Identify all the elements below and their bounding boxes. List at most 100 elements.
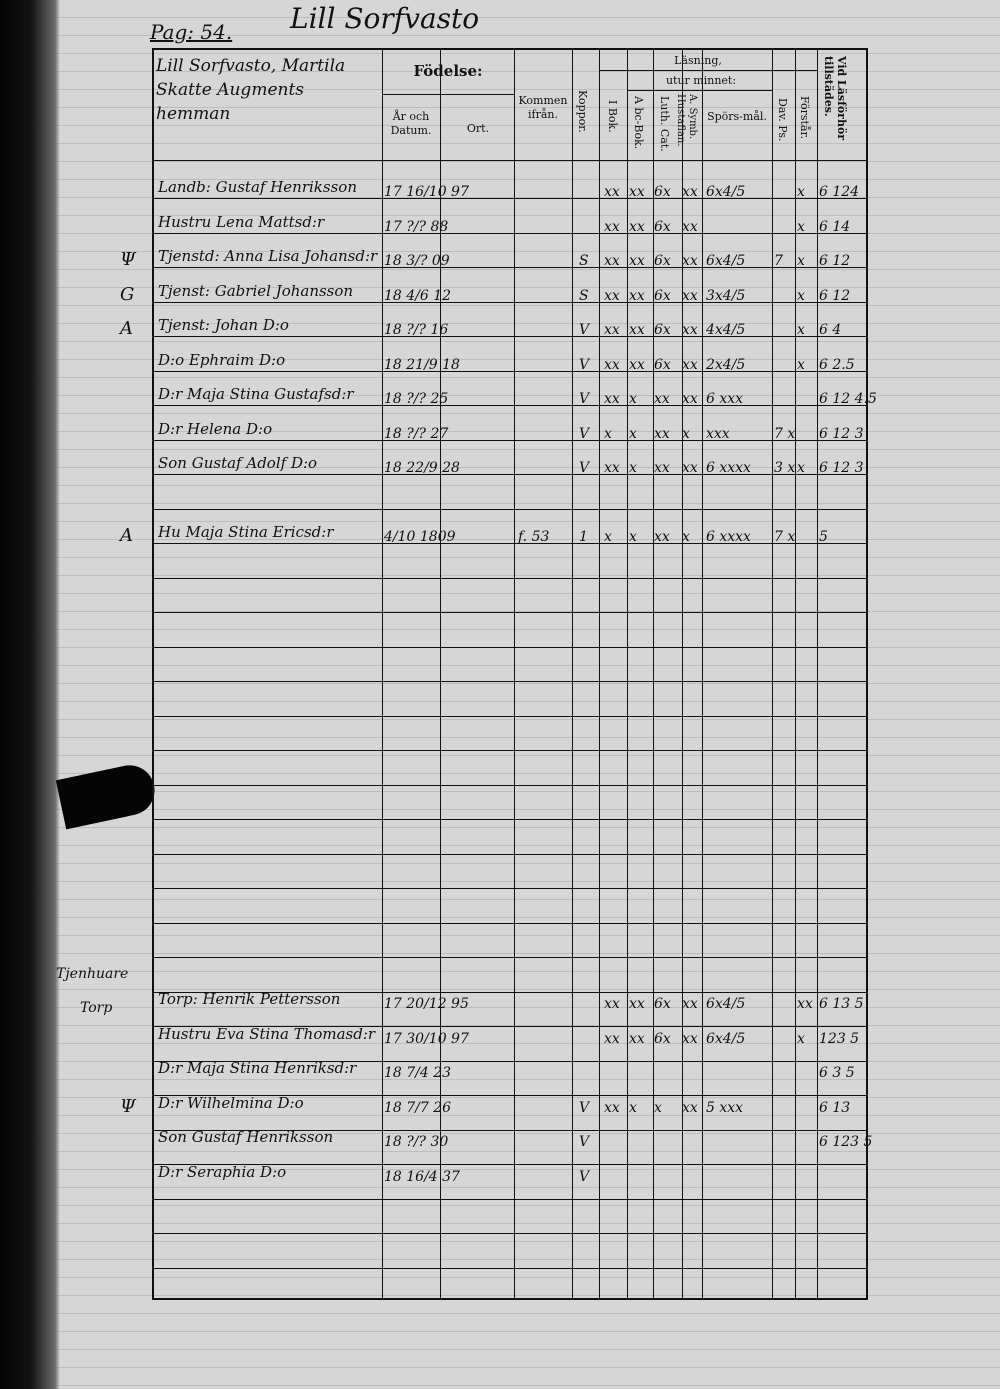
mark-symb: xx — [682, 218, 698, 235]
row-rule — [599, 70, 817, 71]
mark-koppor: V — [579, 1134, 590, 1150]
mark-forstar: x — [797, 322, 805, 338]
row-rule — [154, 1198, 866, 1200]
person-name: Son Gustaf Adolf D:o — [158, 454, 318, 472]
mark-koppor: V — [579, 322, 590, 338]
person-name: D:o Ephraim D:o — [158, 350, 286, 369]
person-name: Tjenst: Johan D:o — [158, 316, 289, 334]
mark-luth: 6x — [654, 356, 671, 373]
servants-label: Tjenhuare — [56, 966, 129, 982]
row-rule — [154, 819, 866, 820]
header-ort: Ort. — [466, 122, 490, 135]
person-name: Landb: Gustaf Henriksson — [158, 178, 357, 196]
village-heading: Lill Sorfvasto — [290, 2, 480, 35]
row-rule — [154, 232, 866, 234]
table-row: Landb: Gustaf Henriksson 17 16/10 97 xx xx 6… — [154, 178, 866, 212]
birth-date: 18 ?/? 27 — [384, 425, 449, 442]
mark-spors: xxx — [706, 425, 730, 442]
mark-i-bok: x — [604, 529, 612, 545]
row-rule — [154, 336, 866, 337]
table-row — [154, 489, 866, 523]
mark-koppor: S — [579, 253, 589, 269]
row-rule — [154, 715, 866, 717]
mark-luth: xx — [654, 425, 670, 442]
row-rule — [154, 508, 866, 510]
mark-vid: 6 12 — [819, 253, 851, 269]
table-row: Torp: Henrik Pettersson 17 20/12 95 xx xx 6x… — [154, 990, 866, 1024]
mark-forstar: x — [797, 460, 805, 476]
mark-symb: xx — [682, 460, 698, 476]
person-name: Tjenstd: Anna Lisa Johansd:r — [158, 247, 378, 265]
header-utur-minnet: utur minnet: — [665, 74, 737, 87]
mark-symb: x — [682, 425, 690, 442]
mark-luth: 6x — [654, 1030, 671, 1047]
mark-i-bok: xx — [604, 356, 620, 373]
table-row: Hustru Lena Mattsd:r 17 ?/? 88 xx xx 6x xx x 6 … — [154, 213, 866, 247]
mark-koppor: V — [579, 460, 590, 476]
mark-vid: 6 12 3 — [819, 460, 864, 476]
header-ar: År och Datum. — [390, 110, 432, 137]
table-row: Hu Maja Stina Ericsd:r 4/10 1809 f. 53 1 x x x… — [154, 523, 866, 557]
mark-luth: xx — [654, 460, 670, 476]
mark-i-bok: x — [604, 425, 612, 442]
mark-abc: x — [629, 460, 637, 476]
mark-luth: xx — [654, 529, 670, 545]
mark-spors: 6x4/5 — [706, 996, 746, 1012]
page-number: Pag: 54. — [150, 20, 233, 44]
mark-spors: 6 xxx — [706, 391, 744, 407]
mark-koppor: V — [579, 356, 590, 373]
header-dav: Dav. Ps. — [776, 98, 789, 142]
table-row: D:r Seraphia D:o 18 16/4 37 V — [154, 1163, 866, 1197]
row-rule — [154, 543, 866, 544]
header-lasning: Läsning, — [674, 54, 722, 67]
mark-vid: 6 124 — [819, 184, 860, 200]
person-name: Hu Maja Stina Ericsd:r — [158, 523, 334, 541]
mark-abc: x — [629, 1099, 637, 1116]
birth-date: 18 4/6 12 — [384, 287, 452, 304]
column-rule — [572, 50, 573, 1298]
mark-abc: xx — [629, 253, 645, 269]
person-name: Torp: Henrik Pettersson — [158, 990, 341, 1008]
mark-forstar: x — [797, 356, 805, 373]
row-rule — [154, 646, 866, 648]
mark-i-bok: xx — [604, 218, 620, 235]
person-name: D:r Maja Stina Gustafsd:r — [158, 385, 354, 403]
person-name: D:r Wilhelmina D:o — [158, 1093, 304, 1112]
mark-spors: 6 xxxx — [706, 460, 751, 476]
row-rule — [154, 1129, 866, 1131]
header-i-bok: I Bok. — [606, 100, 619, 133]
croft-label: Torp — [80, 1000, 113, 1016]
mark-symb: xx — [682, 253, 698, 269]
mark-vid: 123 5 — [819, 1030, 860, 1047]
header-spors: Spörs-mål. — [707, 110, 767, 123]
table-row: Son Gustaf Henriksson 18 ?/? 30 V 6 123 5 — [154, 1128, 872, 1162]
birth-date: 18 7/7 26 — [384, 1099, 452, 1116]
mark-i-bok: xx — [604, 287, 620, 304]
mark-symb: xx — [682, 322, 698, 338]
row-rule — [154, 922, 866, 924]
row-rule — [154, 198, 866, 199]
mark-abc: x — [629, 425, 637, 442]
person-name: Tjenst: Gabriel Johansson — [158, 281, 354, 300]
table-row: Hustru Eva Stina Thomasd:r 17 30/10 97 xx x… — [154, 1025, 866, 1059]
mark-luth: 6x — [654, 996, 671, 1012]
column-rule — [627, 50, 628, 1298]
mark-dav: 7 — [774, 253, 783, 269]
column-rule — [817, 50, 818, 1298]
mark-koppor: V — [579, 391, 590, 407]
birth-date: 17 30/10 97 — [384, 1030, 469, 1047]
mark-forstar: x — [797, 184, 805, 200]
mark-vid: 6 12 3 — [819, 425, 864, 442]
came-from: f. 53 — [518, 529, 550, 545]
mark-spors: 6x4/5 — [706, 253, 746, 269]
row-rule — [154, 160, 866, 161]
column-rule — [382, 50, 383, 1298]
mark-spors: 6x4/5 — [706, 184, 746, 200]
row-rule — [154, 474, 866, 475]
table-row: D:r Maja Stina Henriksd:r 18 7/4 23 6 3 5 — [154, 1059, 866, 1093]
